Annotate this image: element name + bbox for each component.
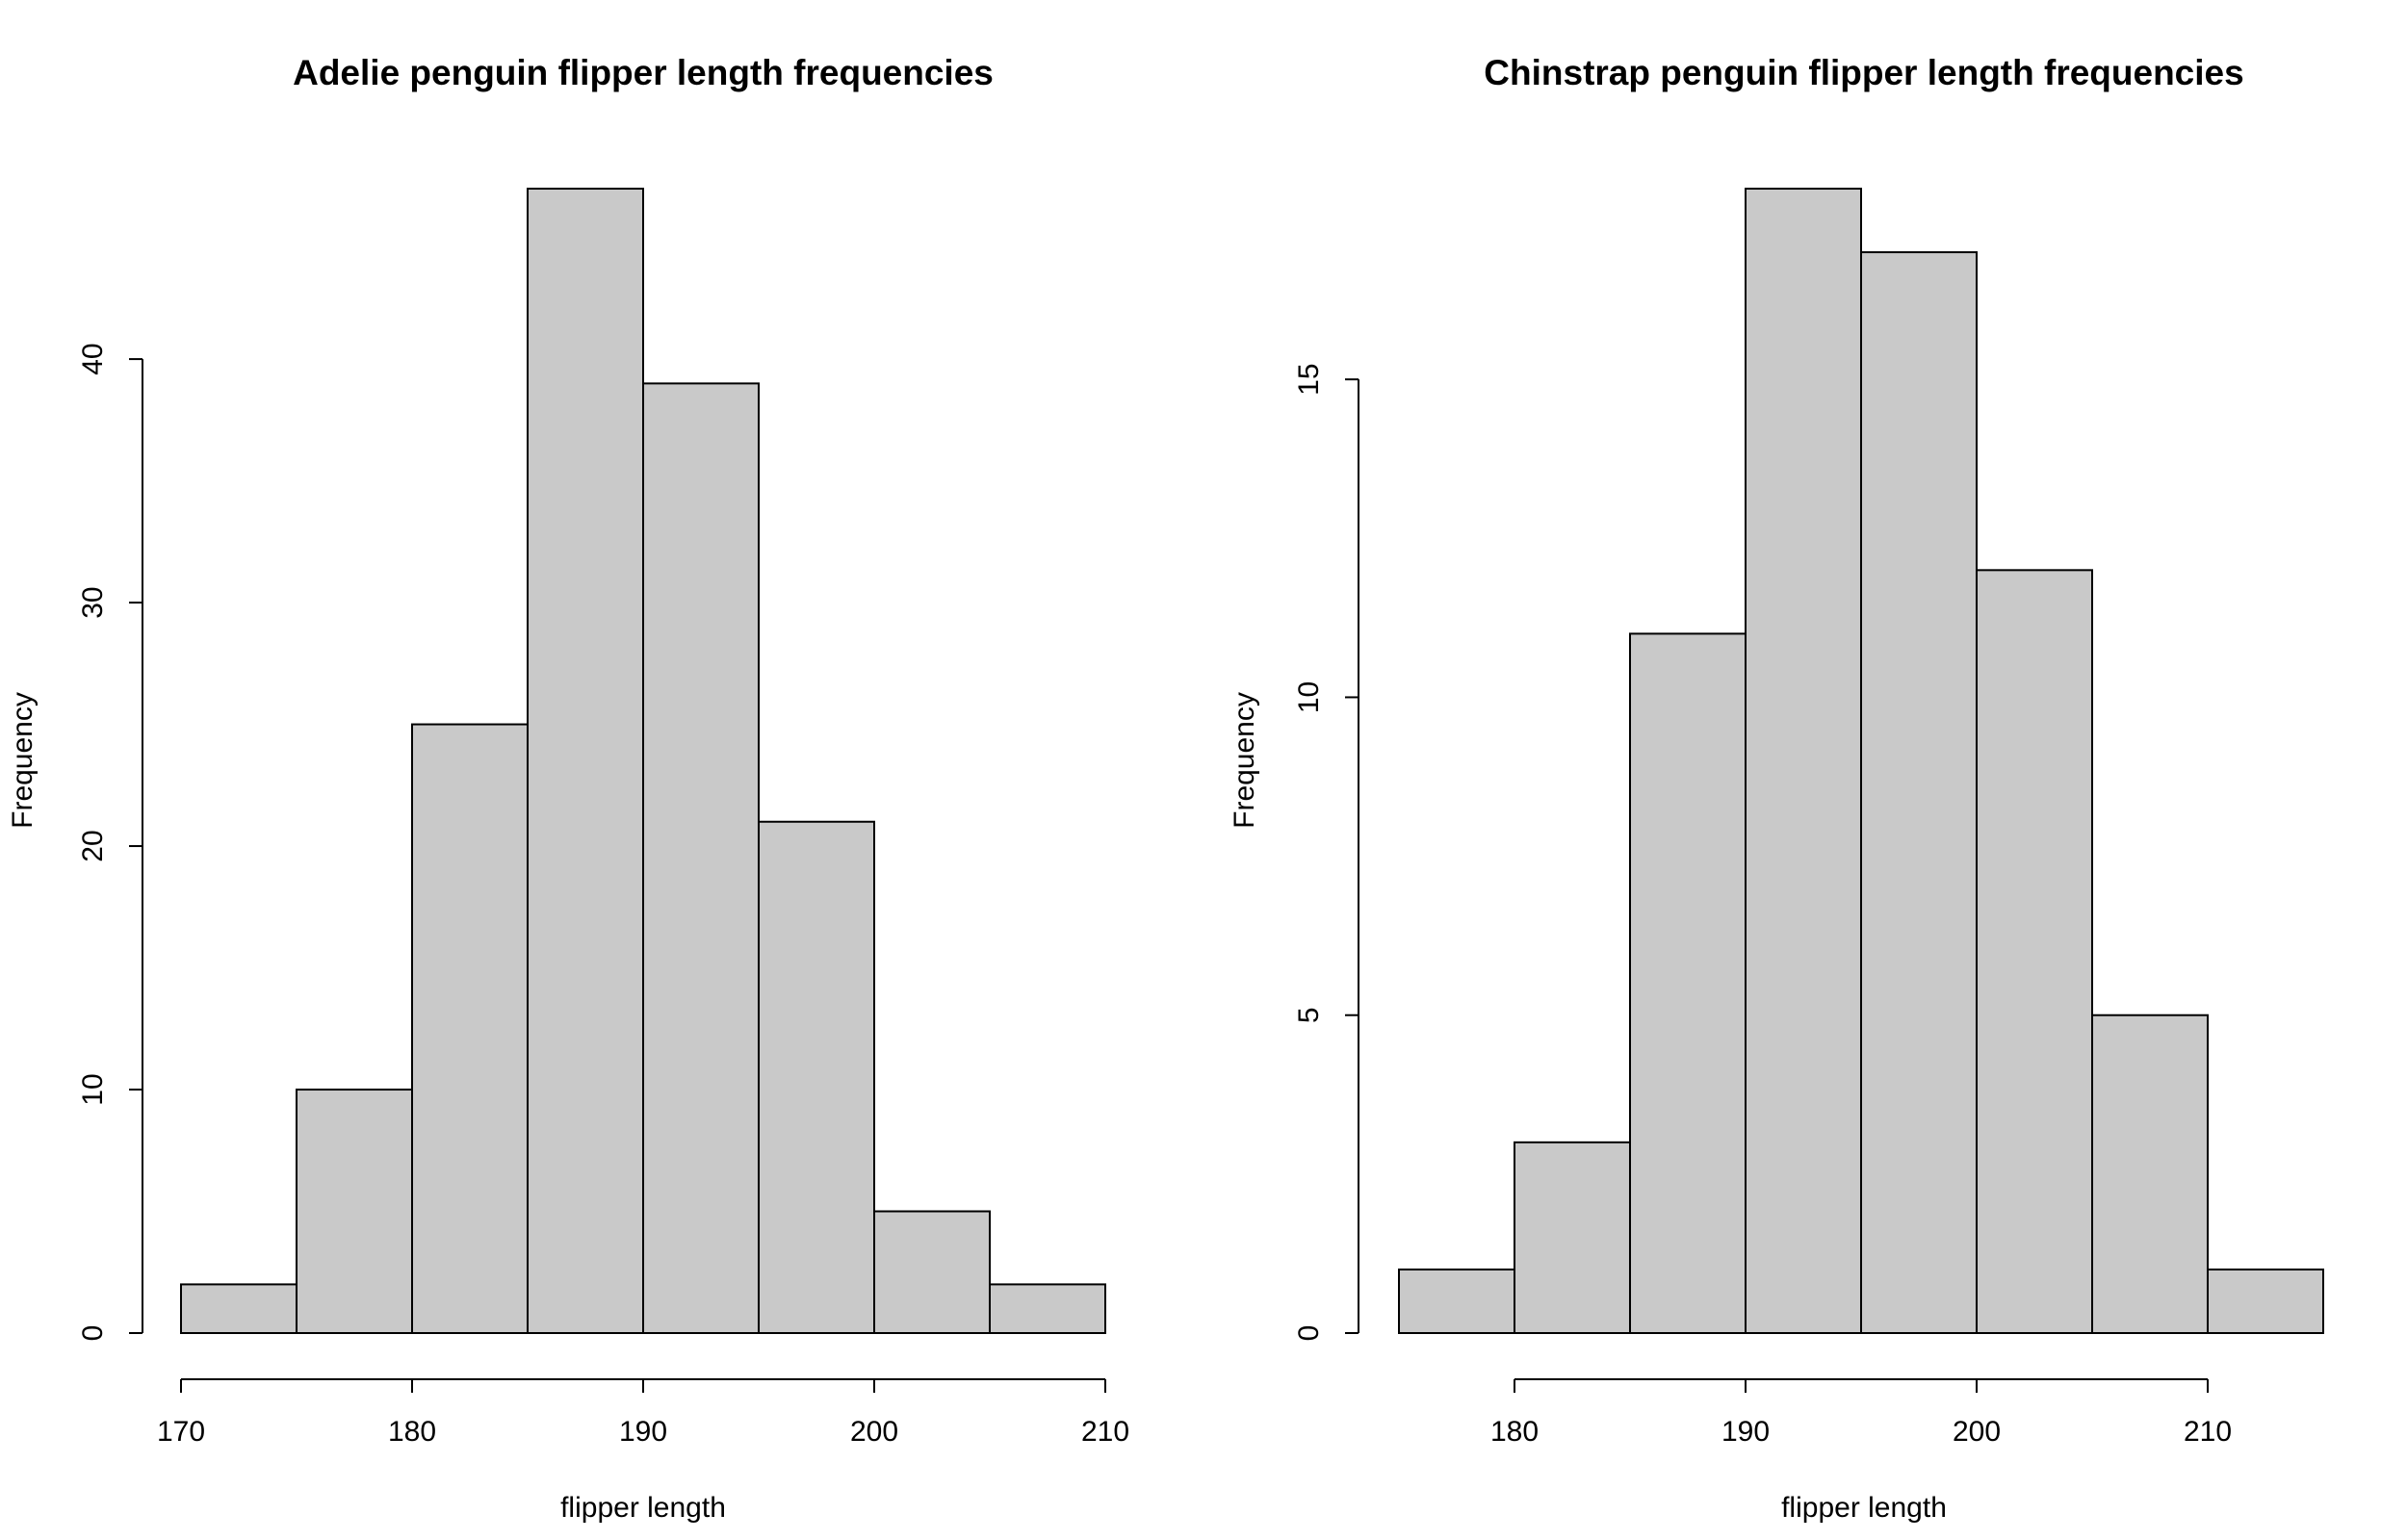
x-axis-label: flipper length — [1781, 1492, 1947, 1524]
histogram-bar — [1629, 632, 1747, 1334]
bars — [1398, 188, 2324, 1335]
x-tick-label: 170 — [157, 1416, 205, 1448]
x-tick-label: 180 — [388, 1416, 436, 1448]
y-tick-label: 0 — [1293, 1325, 1325, 1342]
chart-title: Chinstrap penguin flipper length frequen… — [1484, 53, 2243, 92]
y-tick-label: 10 — [1293, 681, 1325, 713]
x-axis-label: flipper length — [560, 1492, 726, 1524]
x-axis: 180 190 200 210 — [1490, 1378, 2232, 1448]
histogram-bar — [1514, 1141, 1631, 1335]
histogram-bar — [527, 188, 644, 1334]
histogram-bar — [1976, 569, 2093, 1334]
histogram-bar — [642, 382, 760, 1334]
y-axis: 0 10 20 30 40 — [77, 343, 143, 1342]
chinstrap-histogram-panel: Chinstrap penguin flipper length frequen… — [1229, 53, 2324, 1524]
y-axis: 0 5 10 15 — [1293, 363, 1359, 1341]
y-axis-label: Frequency — [7, 692, 39, 829]
y-tick-label: 20 — [77, 830, 109, 861]
histogram-bar — [2207, 1268, 2324, 1335]
y-tick-label: 0 — [77, 1325, 109, 1342]
y-tick-label: 5 — [1293, 1007, 1325, 1023]
histogram-bar — [989, 1283, 1106, 1335]
y-tick-label: 30 — [77, 586, 109, 618]
x-tick-label: 180 — [1490, 1416, 1539, 1448]
y-tick-label: 40 — [77, 343, 109, 374]
x-tick-label: 190 — [619, 1416, 667, 1448]
y-tick-label: 10 — [77, 1073, 109, 1105]
x-tick-label: 210 — [1081, 1416, 1129, 1448]
bars — [180, 188, 1106, 1335]
y-tick-label: 15 — [1293, 363, 1325, 395]
chart-title: Adelie penguin flipper length frequencie… — [293, 53, 994, 92]
adelie-histogram-panel: Adelie penguin flipper length frequencie… — [7, 53, 1129, 1524]
y-axis-label: Frequency — [1229, 692, 1260, 829]
histogram-bar — [296, 1089, 413, 1334]
histogram-bar — [873, 1210, 991, 1334]
histogram-bar — [1860, 251, 1978, 1334]
x-tick-label: 200 — [1953, 1416, 2001, 1448]
x-axis: 170 180 190 200 210 — [157, 1378, 1129, 1448]
histogram-bar — [1745, 188, 1862, 1334]
histogram-bar — [758, 820, 875, 1334]
histogram-bar — [411, 723, 529, 1334]
x-tick-label: 210 — [2184, 1416, 2232, 1448]
histogram-bar — [2091, 1014, 2209, 1334]
x-tick-label: 200 — [850, 1416, 898, 1448]
histogram-bar — [1398, 1268, 1515, 1335]
histogram-bar — [180, 1283, 298, 1335]
x-tick-label: 190 — [1721, 1416, 1770, 1448]
